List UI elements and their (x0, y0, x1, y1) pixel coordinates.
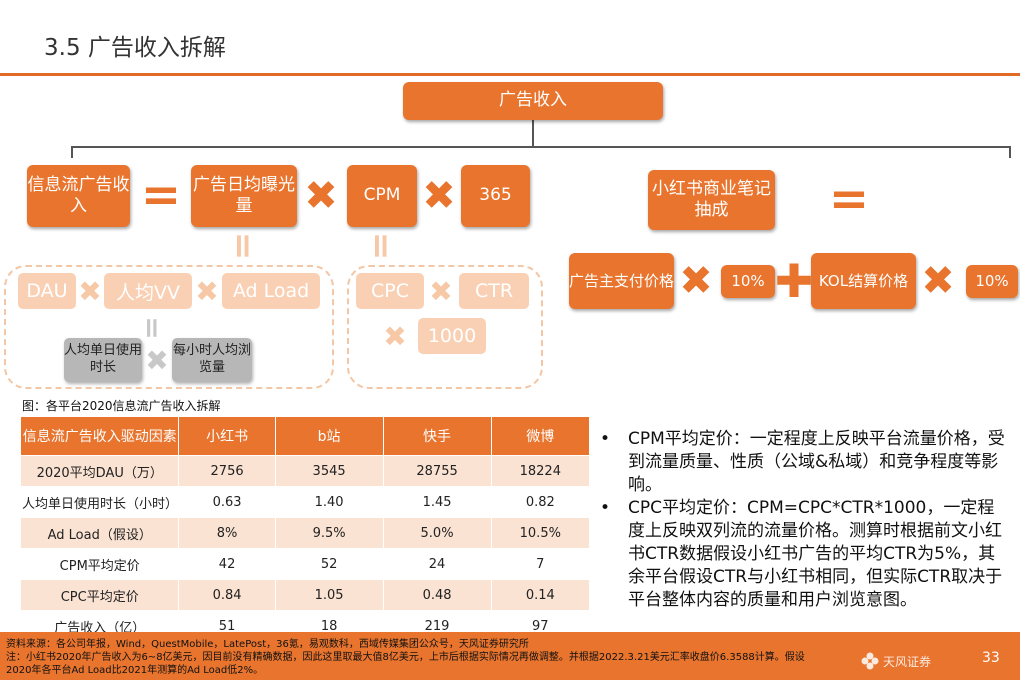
equals-icon: = (361, 231, 401, 261)
header-divider (0, 73, 1020, 76)
table-cell: 2020平均DAU（万） (19, 455, 180, 487)
table-cell: 3545 (274, 455, 384, 487)
table-cell: 10.5% (490, 517, 591, 549)
days-365-box: 365 (461, 165, 530, 227)
table-cell: 0.84 (178, 579, 276, 611)
cpc-breakdown-group (347, 265, 543, 389)
footer-notes: 资料来源：各公司年报，Wind，QuestMobile，LatePost，36氪… (6, 638, 805, 677)
table-cell: 1.40 (274, 486, 384, 518)
bracket-lines (71, 120, 1011, 158)
table-header-row: 信息流广告收入驱动因素 小红书 b站 快手 微博 (19, 416, 591, 456)
table-cell: 42 (178, 548, 276, 580)
bullet-marker: • (600, 429, 611, 449)
table-cell: 0.82 (490, 486, 591, 518)
bullet-list: • CPM平均定价：一定程度上反映平台流量价格，受到流量质量、性质（公域&私域）… (600, 428, 1005, 612)
ad-revenue-box: 广告收入 (403, 82, 663, 120)
revenue-table: 信息流广告收入驱动因素 小红书 b站 快手 微博 2020平均DAU（万） 27… (19, 416, 591, 642)
table-cell: 0.63 (178, 486, 276, 518)
page-number: 33 (982, 650, 1000, 666)
table-header-cell: 微博 (490, 416, 591, 456)
table-header-cell: 信息流广告收入驱动因素 (19, 416, 180, 456)
table-cell: 2756 (178, 455, 276, 487)
multiply-icon: ✖ (304, 173, 338, 219)
source-text: 资料来源：各公司年报，Wind，QuestMobile，LatePost，36氪… (6, 639, 529, 650)
multiply-icon: ✖ (383, 319, 407, 353)
table-cell: 8% (178, 517, 276, 549)
page-title: 3.5 广告收入拆解 (44, 35, 226, 61)
plus-icon: ✚ (774, 254, 814, 308)
xhs-notes-commission-box: 小红书商业笔记抽成 (648, 170, 775, 230)
daily-time-box: 人均单日使用时长 (64, 338, 142, 382)
logo-text: 天风证券 (883, 654, 932, 669)
table-header-cell: 小红书 (178, 416, 276, 456)
table-cell: 52 (274, 548, 384, 580)
hourly-browse-box: 每小时人均浏览量 (172, 338, 252, 382)
table-cell: 0.14 (490, 579, 591, 611)
num-1000-box: 1000 (418, 318, 486, 354)
table-cell: 18224 (490, 455, 591, 487)
table-row: Ad Load（假设） 8% 9.5% 5.0% 10.5% (19, 517, 591, 549)
cpc-box: CPC (356, 273, 424, 309)
table-cell: 5.0% (382, 517, 492, 549)
dau-breakdown-group (4, 265, 334, 389)
table-row: 2020平均DAU（万） 2756 3545 28755 18224 (19, 455, 591, 487)
table-cell: 7 (490, 548, 591, 580)
table-cell: 28755 (382, 455, 492, 487)
table-cell: 24 (382, 548, 492, 580)
table-cell: CPM平均定价 (19, 548, 180, 580)
table-row: CPC平均定价 0.84 1.05 0.48 0.14 (19, 579, 591, 611)
table-header-cell: 快手 (382, 416, 492, 456)
daily-ad-impressions-box: 广告日均曝光量 (191, 165, 297, 227)
table-cell: 1.45 (382, 486, 492, 518)
kol-price-box: KOL结算价格 (811, 253, 916, 309)
equals-icon: = (828, 171, 870, 227)
multiply-icon: ✖ (422, 173, 456, 219)
table-cell: CPC平均定价 (19, 579, 180, 611)
note-text: 注：小红书2020年广告收入为6~8亿美元，因目前没有精确数据，因此这里取最大值… (6, 652, 805, 663)
pct-box: 10% (721, 265, 775, 298)
cpm-box: CPM (347, 165, 417, 227)
table-cell: Ad Load（假设） (19, 517, 180, 549)
table-caption: 图：各平台2020信息流广告收入拆解 (22, 399, 221, 413)
bullet-text: CPC平均定价：CPM=CPC*CTR*1000，一定程度上反映双列流的流量价格… (628, 498, 1003, 610)
company-logo: 天风证券 (860, 648, 942, 674)
bullet-text: CPM平均定价：一定程度上反映平台流量价格，受到流量质量、性质（公域&私域）和竞… (628, 429, 1005, 495)
bullet-item: • CPM平均定价：一定程度上反映平台流量价格，受到流量质量、性质（公域&私域）… (600, 428, 1005, 497)
ad-load-box: Ad Load (222, 273, 320, 309)
dau-box: DAU (18, 273, 76, 309)
feed-ad-revenue-box: 信息流广告收入 (27, 165, 130, 227)
table-cell: 0.48 (382, 579, 492, 611)
note-text: 2020年各平台Ad Load比2021年测算的Ad Load低2%。 (6, 665, 264, 676)
advertiser-price-box: 广告主支付价格 (569, 253, 674, 309)
footer-bar (0, 632, 1020, 680)
multiply-icon: ✖ (78, 274, 102, 308)
table-cell: 9.5% (274, 517, 384, 549)
table-row: CPM平均定价 42 52 24 7 (19, 548, 591, 580)
bullet-item: • CPC平均定价：CPM=CPC*CTR*1000，一定程度上反映双列流的流量… (600, 497, 1005, 612)
equals-icon: = (223, 231, 263, 261)
table-row: 人均单日使用时长（小时） 0.63 1.40 1.45 0.82 (19, 486, 591, 518)
equals-icon: = (136, 316, 170, 340)
avg-vv-box: 人均VV (104, 273, 192, 309)
flower-icon (861, 652, 879, 670)
multiply-icon: ✖ (679, 258, 713, 304)
multiply-icon: ✖ (429, 274, 453, 308)
table-header-cell: b站 (274, 416, 384, 456)
multiply-icon: ✖ (195, 274, 219, 308)
table-cell: 1.05 (274, 579, 384, 611)
pct-box: 10% (966, 265, 1018, 298)
ctr-box: CTR (459, 273, 529, 309)
multiply-icon: ✖ (145, 343, 169, 377)
equals-icon: = (140, 167, 182, 223)
multiply-icon: ✖ (921, 258, 955, 304)
table-cell: 人均单日使用时长（小时） (19, 486, 180, 518)
bullet-marker: • (600, 498, 611, 518)
